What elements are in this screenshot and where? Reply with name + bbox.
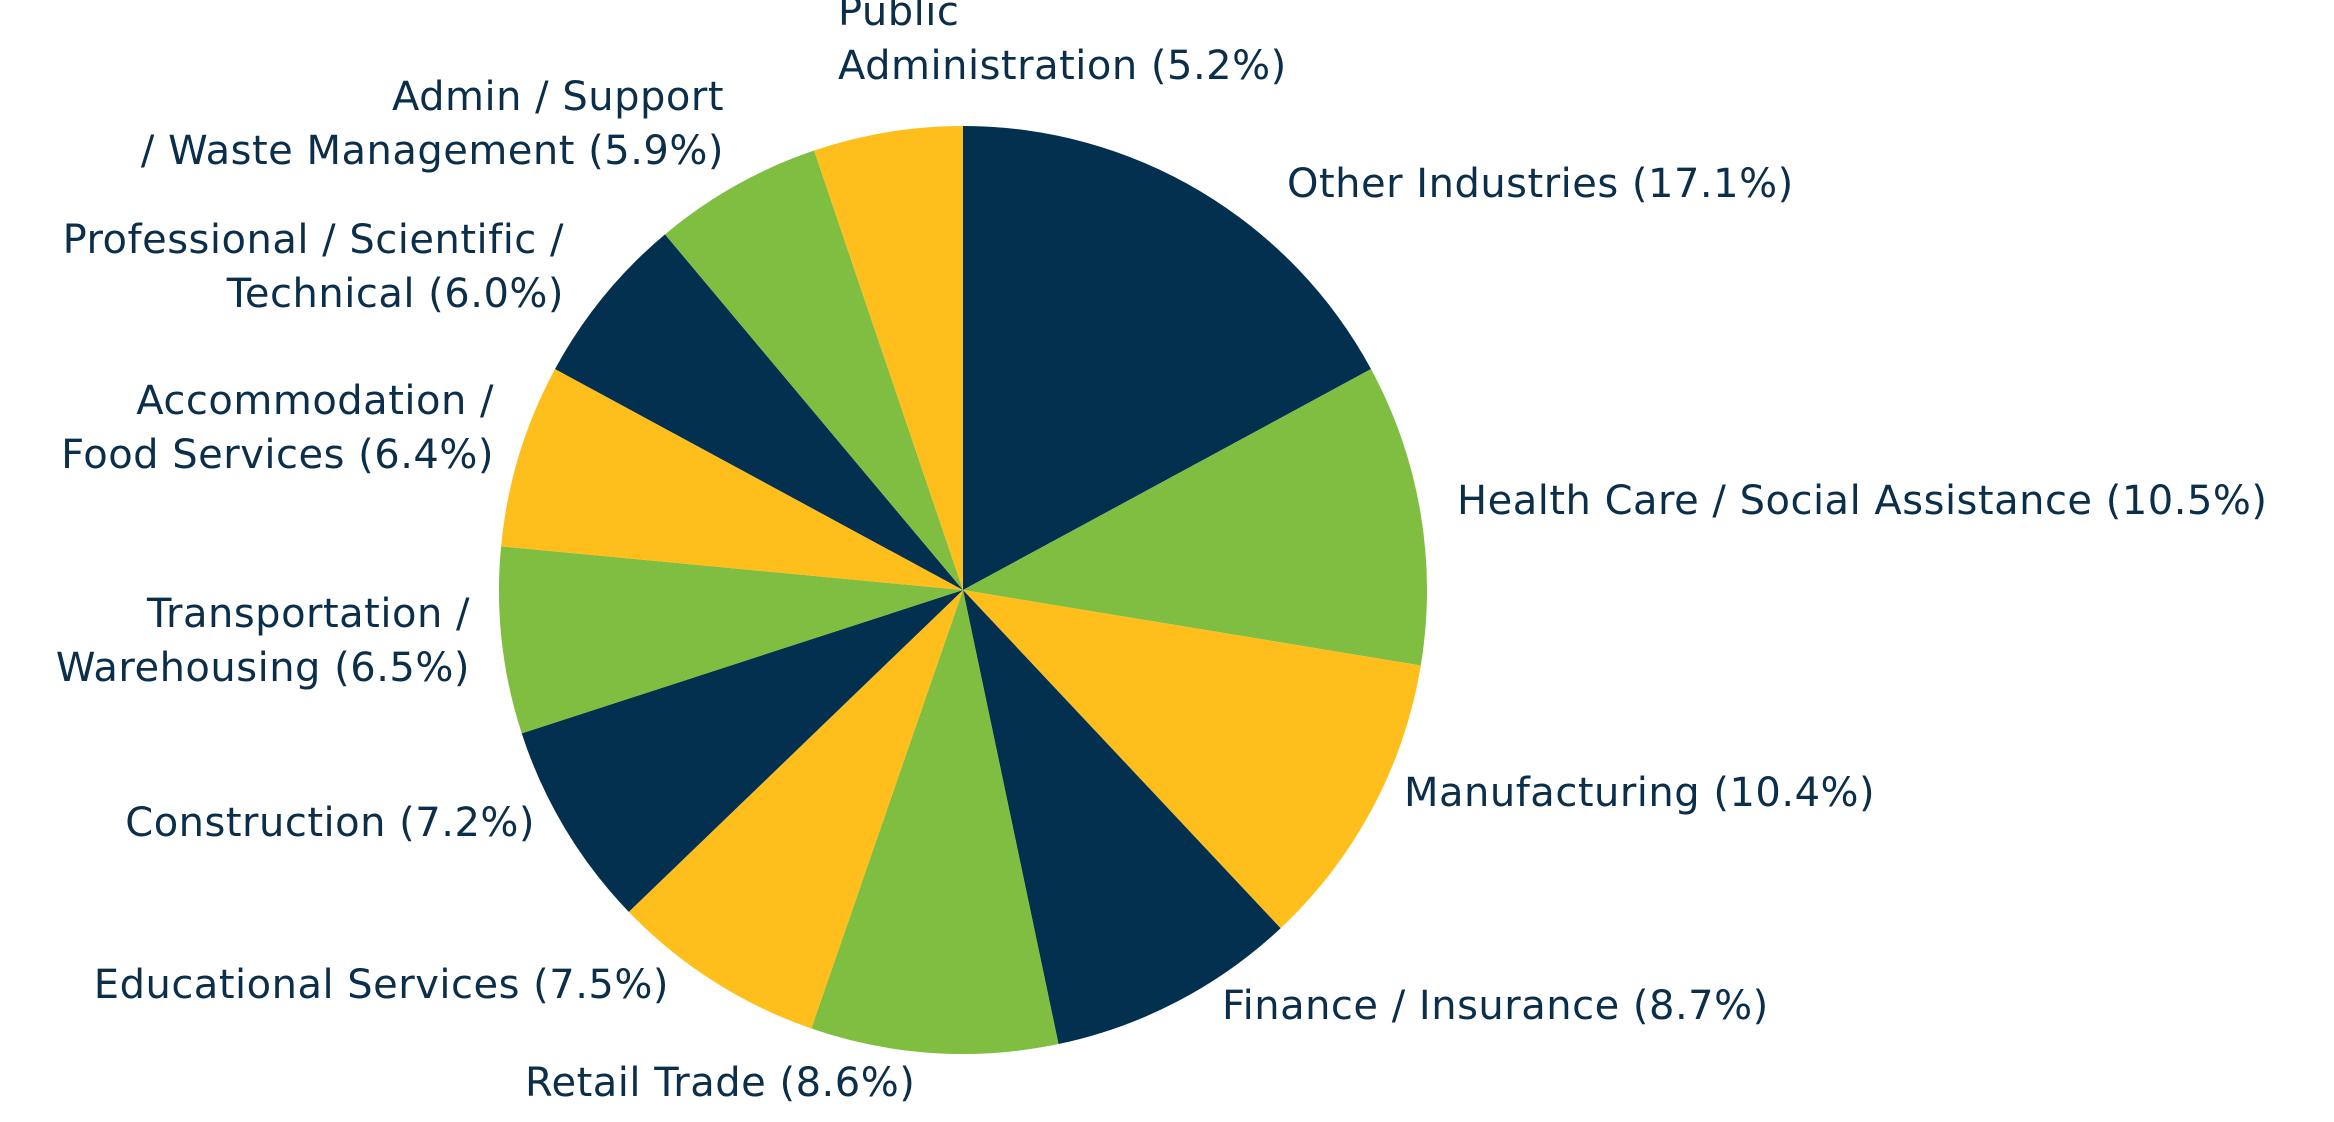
- pie-slice: [963, 126, 1371, 590]
- pie-slice: [499, 546, 963, 734]
- pie-slice: [814, 126, 963, 590]
- slice-label: Construction (7.2%): [125, 800, 535, 846]
- slice-label: Professional / Scientific / Technical (6.…: [63, 217, 564, 317]
- slice-label: Educational Services (7.5%): [94, 962, 669, 1008]
- slice-label: Finance / Insurance (8.7%): [1222, 983, 1769, 1029]
- slice-label: Health Care / Social Assistance (10.5%): [1457, 478, 2268, 524]
- slice-label: Transportation / Warehousing (6.5%): [56, 591, 470, 691]
- pie-slice: [501, 369, 963, 590]
- pie-labels: Other Industries (17.1%) Health Care / So…: [56, 0, 2268, 1106]
- slice-label: Manufacturing (10.4%): [1404, 770, 1875, 816]
- slice-label: Public Administration (5.2%): [838, 0, 1287, 89]
- pie-slice: [963, 590, 1281, 1045]
- pie-slice: [628, 590, 963, 1029]
- pie-slice: [555, 234, 963, 590]
- slice-label: Retail Trade (8.6%): [525, 1060, 915, 1106]
- slice-label: Accommodation / Food Services (6.4%): [61, 378, 494, 478]
- pie-slice: [963, 590, 1421, 929]
- pie-slice: [811, 590, 1059, 1054]
- pie-slices: [499, 126, 1427, 1054]
- pie-slice: [664, 150, 963, 591]
- pie-slice: [521, 590, 963, 912]
- slice-label: Other Industries (17.1%): [1287, 161, 1794, 207]
- slice-label: Admin / Support / Waste Management (5.9%): [141, 74, 724, 174]
- pie-slice: [963, 369, 1427, 666]
